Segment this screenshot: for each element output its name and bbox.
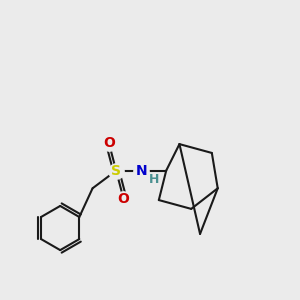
Text: N: N xyxy=(135,164,147,178)
Text: O: O xyxy=(118,192,129,206)
Text: S: S xyxy=(111,164,121,178)
Text: O: O xyxy=(103,136,115,150)
Text: H: H xyxy=(149,173,160,186)
